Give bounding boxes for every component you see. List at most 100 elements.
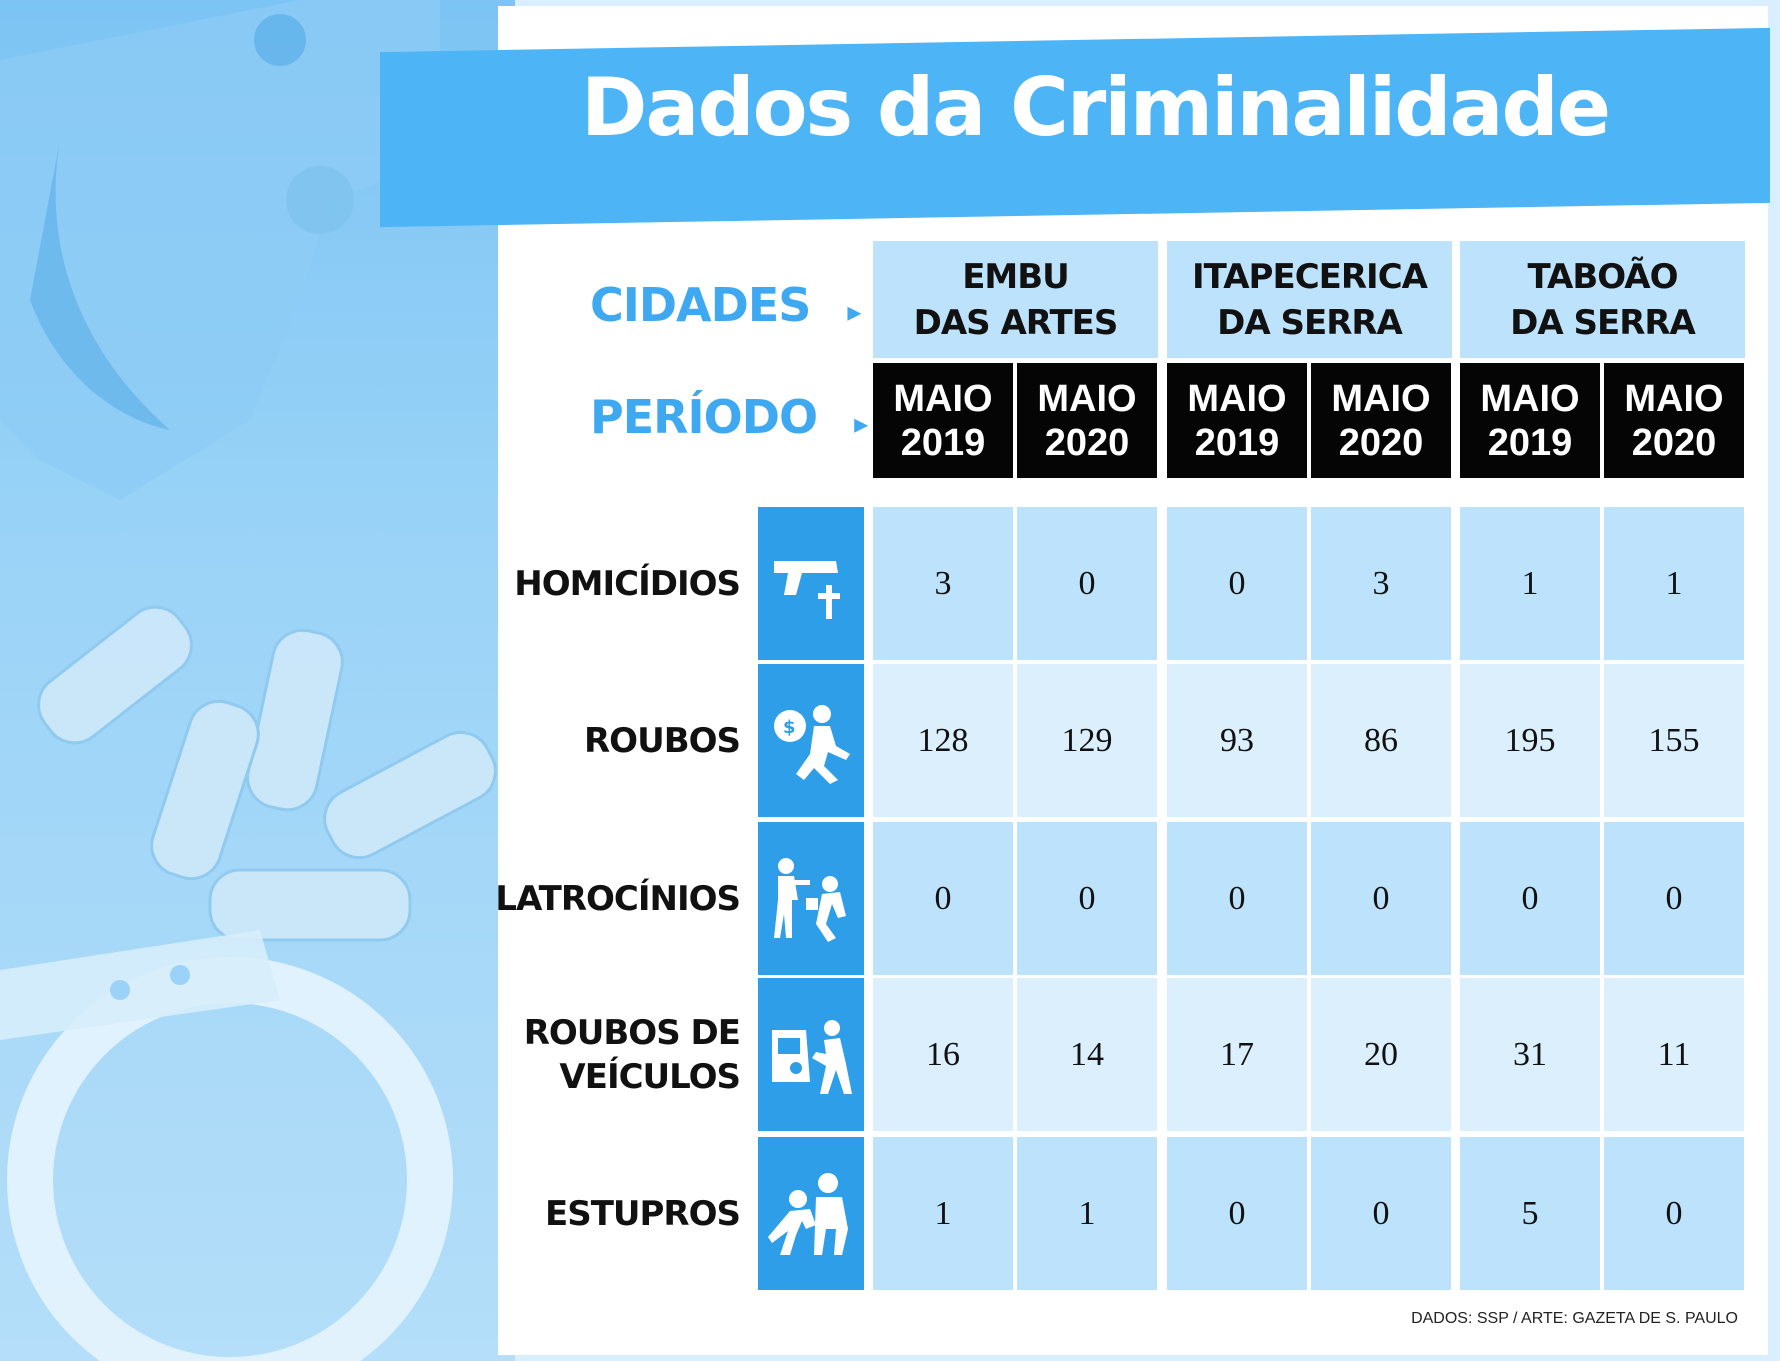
period-header: MAIO 2019 [1460, 363, 1600, 478]
period-year: 2019 [900, 421, 986, 464]
table-cell: 14 [1017, 978, 1157, 1131]
cell-value: 1 [1521, 564, 1539, 602]
row-label-line: VEÍCULOS [559, 1056, 741, 1097]
cell-value: 3 [1372, 564, 1390, 602]
period-month: MAIO [1037, 377, 1137, 420]
background-photo-handcuffs-gun-bullets [0, 0, 515, 1361]
table-cell: 0 [1167, 1137, 1307, 1290]
cell-value: 5 [1521, 1194, 1539, 1232]
cell-value: 0 [1228, 564, 1246, 602]
city-header: TABOÃO DA SERRA [1460, 241, 1745, 358]
arrow-right-icon: ▸ [854, 407, 868, 440]
cell-value: 0 [1228, 879, 1246, 917]
cell-value: 1 [1078, 1194, 1096, 1232]
cell-value: 16 [926, 1035, 960, 1073]
shooting-victim-icon [758, 822, 864, 975]
table-cell: 1 [873, 1137, 1013, 1290]
table-cell: 86 [1311, 664, 1451, 817]
cell-value: 0 [934, 879, 952, 917]
cell-value: 1 [934, 1194, 952, 1232]
cell-value: 3 [934, 564, 952, 602]
table-cell: 0 [1604, 1137, 1744, 1290]
gun-cross-icon [758, 507, 864, 660]
cell-value: 86 [1364, 721, 1398, 759]
cell-value: 0 [1372, 1194, 1390, 1232]
cell-value: 155 [1648, 721, 1700, 759]
city-name-line: ITAPECERICA [1192, 256, 1428, 297]
period-header: MAIO 2019 [1167, 363, 1307, 478]
row-label-line: LATROCÍNIOS [495, 878, 741, 919]
table-cell: 17 [1167, 978, 1307, 1131]
table-cell: 1 [1604, 507, 1744, 660]
period-month: MAIO [1624, 377, 1724, 420]
row-label-line: HOMICÍDIOS [514, 563, 741, 604]
table-cell: 16 [873, 978, 1013, 1131]
period-header: MAIO 2020 [1017, 363, 1157, 478]
table-cell: 3 [1311, 507, 1451, 660]
assault-icon [758, 1137, 864, 1290]
cell-value: 129 [1061, 721, 1113, 759]
cell-value: 1 [1665, 564, 1683, 602]
cell-value: 0 [1372, 879, 1390, 917]
table-cell: 0 [1167, 507, 1307, 660]
period-month: MAIO [1187, 377, 1287, 420]
page-title: Dados da Criminalidade [580, 61, 1611, 154]
row-label-line: ROUBOS [584, 720, 741, 761]
table-cell: 20 [1311, 978, 1451, 1131]
periodo-label: PERÍODO [590, 390, 818, 444]
table-cell: 1 [1460, 507, 1600, 660]
row-label: LATROCÍNIOS [495, 877, 741, 921]
table-cell: 0 [1311, 822, 1451, 975]
cell-value: 93 [1220, 721, 1254, 759]
table-cell: 0 [1017, 507, 1157, 660]
cidades-header-label: CIDADES ▸ [590, 278, 861, 332]
table-cell: 0 [1604, 822, 1744, 975]
table-cell: 1 [1017, 1137, 1157, 1290]
period-year: 2020 [1631, 421, 1717, 464]
table-cell: 155 [1604, 664, 1744, 817]
cell-value: 0 [1521, 879, 1539, 917]
cell-value: 31 [1513, 1035, 1547, 1073]
row-label: ESTUPROS [545, 1192, 741, 1236]
arrow-right-icon: ▸ [847, 295, 861, 328]
row-label: ROUBOS [584, 719, 741, 763]
period-month: MAIO [1480, 377, 1580, 420]
row-label-line: ROUBOS DE [523, 1012, 741, 1053]
car-theft-icon [758, 978, 864, 1131]
cell-value: 0 [1078, 879, 1096, 917]
cell-value: 0 [1665, 879, 1683, 917]
svg-text:$: $ [783, 717, 796, 738]
cell-value: 20 [1364, 1035, 1398, 1073]
cell-value: 128 [917, 721, 969, 759]
cell-value: 195 [1504, 721, 1556, 759]
city-header: ITAPECERICA DA SERRA [1167, 241, 1452, 358]
city-name-line: DAS ARTES [913, 302, 1119, 343]
row-label: HOMICÍDIOS [514, 562, 741, 606]
period-header: MAIO 2020 [1311, 363, 1451, 478]
city-header: EMBU DAS ARTES [873, 241, 1158, 358]
background-photo-illustration [0, 0, 497, 1361]
city-name-line: TABOÃO [1527, 256, 1679, 297]
period-year: 2020 [1044, 421, 1130, 464]
table-cell: 11 [1604, 978, 1744, 1131]
period-year: 2019 [1194, 421, 1280, 464]
cell-value: 17 [1220, 1035, 1254, 1073]
table-cell: 0 [873, 822, 1013, 975]
city-name-line: DA SERRA [1217, 302, 1403, 343]
cell-value: 0 [1665, 1194, 1683, 1232]
cell-value: 0 [1078, 564, 1096, 602]
table-cell: 0 [1460, 822, 1600, 975]
table-cell: 129 [1017, 664, 1157, 817]
table-cell: 128 [873, 664, 1013, 817]
table-cell: 0 [1311, 1137, 1451, 1290]
cell-value: 0 [1228, 1194, 1246, 1232]
period-year: 2020 [1338, 421, 1424, 464]
periodo-header-label: PERÍODO ▸ [590, 390, 868, 444]
cell-value: 11 [1657, 1035, 1691, 1073]
city-name-line: EMBU [962, 256, 1070, 297]
period-month: MAIO [893, 377, 993, 420]
table-cell: 31 [1460, 978, 1600, 1131]
source-credit: DADOS: SSP / ARTE: GAZETA DE S. PAULO [1411, 1310, 1738, 1327]
table-cell: 0 [1167, 822, 1307, 975]
